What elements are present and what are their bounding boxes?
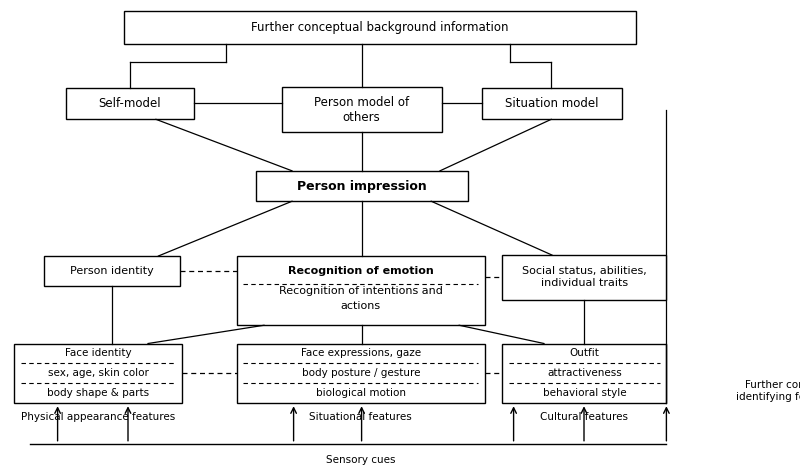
Text: Recognition of emotion: Recognition of emotion: [288, 266, 434, 276]
Text: behavioral style: behavioral style: [542, 388, 626, 398]
Text: Face expressions, gaze: Face expressions, gaze: [301, 349, 421, 358]
Text: Face identity: Face identity: [65, 349, 132, 358]
Text: sex, age, skin color: sex, age, skin color: [48, 368, 149, 379]
Text: body shape & parts: body shape & parts: [47, 388, 150, 398]
Text: Self-model: Self-model: [98, 97, 161, 110]
Text: Recognition of intentions and: Recognition of intentions and: [279, 285, 442, 296]
FancyBboxPatch shape: [237, 344, 485, 403]
Text: Sensory cues: Sensory cues: [326, 454, 395, 465]
Text: Person impression: Person impression: [297, 180, 427, 192]
Text: Situation model: Situation model: [505, 97, 598, 110]
Text: Outfit: Outfit: [570, 349, 599, 358]
Text: Social status, abilities,
individual traits: Social status, abilities, individual tra…: [522, 266, 646, 288]
FancyBboxPatch shape: [237, 256, 485, 325]
Text: Person model of
others: Person model of others: [314, 95, 409, 124]
Text: actions: actions: [341, 301, 381, 311]
FancyBboxPatch shape: [502, 255, 666, 300]
FancyBboxPatch shape: [44, 256, 180, 286]
Text: Physical appearance features: Physical appearance features: [22, 412, 175, 423]
FancyBboxPatch shape: [502, 344, 666, 403]
Text: attractiveness: attractiveness: [547, 368, 622, 379]
Text: biological motion: biological motion: [316, 388, 406, 398]
FancyBboxPatch shape: [14, 344, 182, 403]
FancyBboxPatch shape: [282, 87, 442, 132]
FancyBboxPatch shape: [66, 88, 194, 119]
FancyBboxPatch shape: [482, 88, 622, 119]
Text: Person identity: Person identity: [70, 266, 154, 276]
FancyBboxPatch shape: [124, 11, 636, 44]
Text: Situational features: Situational features: [310, 412, 412, 423]
Text: body posture / gesture: body posture / gesture: [302, 368, 420, 379]
Text: Further conceptual background information: Further conceptual background informatio…: [251, 21, 509, 34]
Text: Cultural features: Cultural features: [540, 412, 628, 423]
Text: Further context-
identifying features: Further context- identifying features: [736, 380, 800, 402]
FancyBboxPatch shape: [256, 171, 468, 201]
